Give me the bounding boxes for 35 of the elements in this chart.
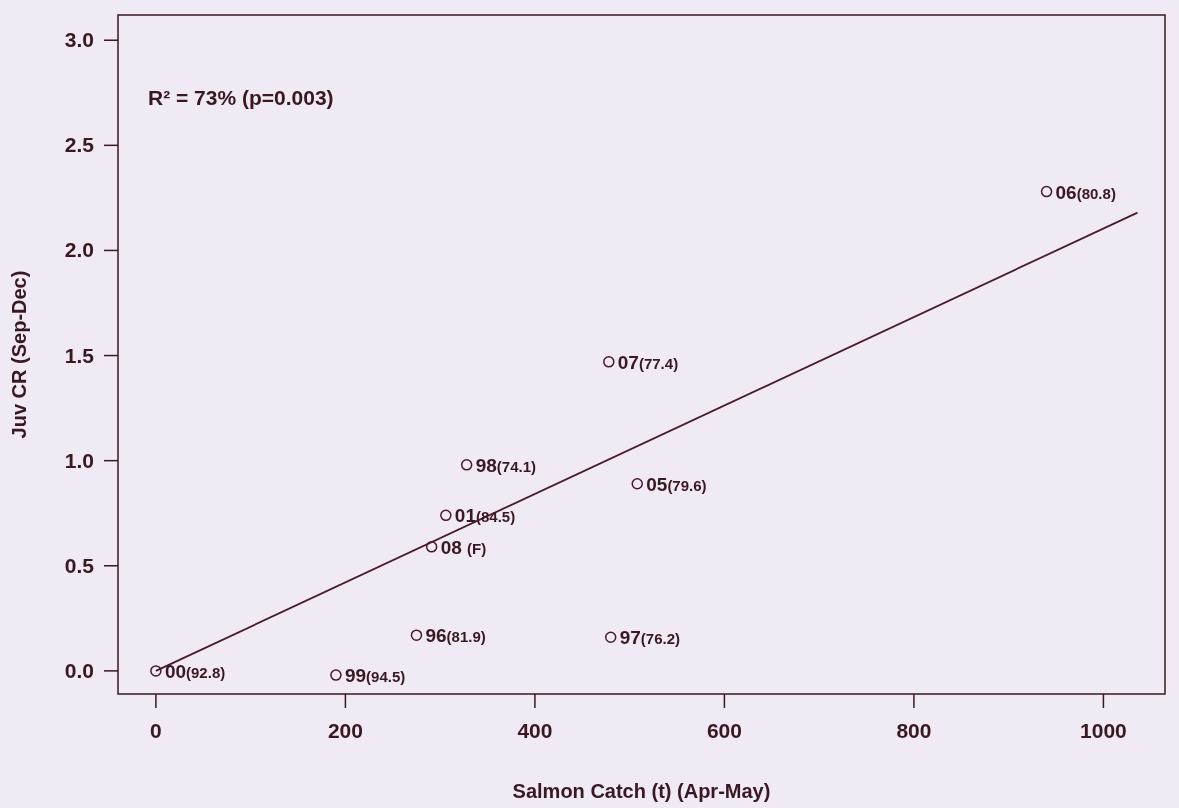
point <box>410 629 423 641</box>
annotation: 08 (F) <box>440 536 487 558</box>
point <box>604 631 617 643</box>
annotation: 99(94.5) <box>344 665 406 687</box>
point <box>425 541 438 553</box>
point <box>631 478 643 490</box>
point <box>1040 185 1053 198</box>
annotation: 00(92.8) <box>164 660 226 682</box>
x-tick-label: 0 <box>150 719 162 742</box>
y-tick-label: 3.0 <box>64 28 94 52</box>
x-tick-label: 1000 <box>1080 719 1127 742</box>
x-tick-label: 600 <box>706 719 742 742</box>
point <box>440 509 452 522</box>
x-tick-label: 400 <box>517 719 553 742</box>
point <box>150 665 162 677</box>
x-axis-title: Salmon Catch (t) (Apr-May) <box>512 780 771 802</box>
annotation: R² = 73% (p=0.003) <box>148 86 334 109</box>
y-axis-title: Juv CR (Sep-Dec) <box>8 270 30 439</box>
x-tick-label: 200 <box>327 719 363 742</box>
y-tick-label: 1.5 <box>64 343 95 367</box>
y-tick-label: 1.0 <box>64 448 94 472</box>
point <box>460 459 473 471</box>
y-tick-label: 0.0 <box>64 658 94 682</box>
point <box>603 356 615 368</box>
annotation: 05(79.6) <box>646 473 707 495</box>
x-tick-label: 800 <box>896 719 932 742</box>
annotation: 06(80.8) <box>1055 181 1116 203</box>
y-tick-label: 0.5 <box>64 553 95 577</box>
annotation: 98(74.1) <box>475 454 537 476</box>
annotation: 07(77.4) <box>617 351 679 373</box>
y-tick-label: 2.0 <box>64 238 94 262</box>
annotation: 96(81.9) <box>425 625 486 647</box>
point <box>330 669 342 681</box>
annotation: 97(76.2) <box>619 627 681 649</box>
y-tick-label: 2.5 <box>64 133 95 157</box>
